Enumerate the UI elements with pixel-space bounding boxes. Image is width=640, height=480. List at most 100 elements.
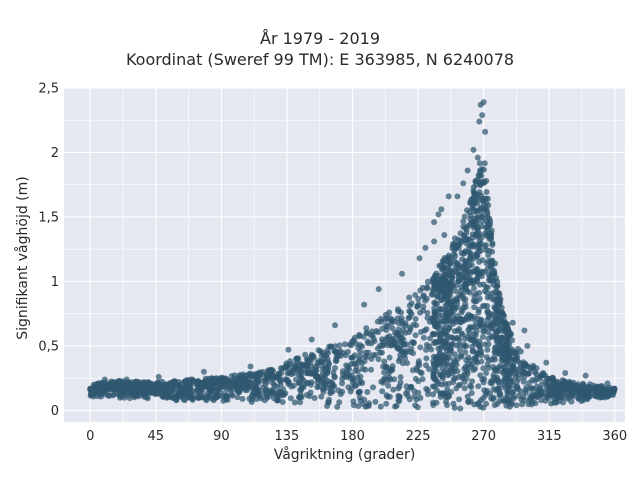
scatter-point xyxy=(484,265,491,272)
scatter-point xyxy=(457,347,463,354)
scatter-point xyxy=(293,356,300,362)
scatter-point xyxy=(467,357,474,364)
scatter-point xyxy=(98,388,105,394)
scatter-point xyxy=(333,357,340,364)
scatter-point xyxy=(420,293,427,300)
scatter-point xyxy=(255,391,262,398)
scatter-point xyxy=(538,391,544,398)
scatter-point xyxy=(489,290,495,297)
scatter-point xyxy=(167,391,174,398)
scatter-point xyxy=(483,189,490,195)
scatter-point xyxy=(264,371,270,378)
scatter-point xyxy=(509,337,516,344)
scatter-point xyxy=(470,268,477,275)
scatter-point xyxy=(119,381,126,388)
scatter-point xyxy=(464,393,471,400)
scatter-point xyxy=(485,252,492,259)
scatter-point xyxy=(196,379,202,386)
scatter-point xyxy=(145,379,152,386)
scatter-point xyxy=(406,302,413,309)
scatter-point xyxy=(430,399,437,406)
scatter-point xyxy=(118,386,124,393)
scatter-point xyxy=(456,292,463,299)
scatter-point xyxy=(450,368,457,375)
scatter-point xyxy=(533,365,540,372)
scatter-point xyxy=(469,378,476,385)
scatter-point xyxy=(470,336,477,343)
scatter-point xyxy=(236,377,243,384)
scatter-point xyxy=(419,284,426,291)
scatter-point xyxy=(200,368,207,375)
scatter-point xyxy=(300,384,307,390)
scatter-point xyxy=(314,384,321,391)
scatter-point xyxy=(476,290,483,296)
scatter-point xyxy=(336,342,343,349)
scatter-point xyxy=(423,362,429,369)
scatter-point xyxy=(262,376,269,383)
scatter-point xyxy=(470,205,477,212)
scatter-point xyxy=(275,391,282,398)
scatter-point xyxy=(155,373,162,380)
scatter-point xyxy=(352,360,359,367)
scatter-point xyxy=(298,374,304,380)
scatter-point xyxy=(437,286,444,292)
scatter-point xyxy=(363,329,370,336)
scatter-point xyxy=(491,296,498,303)
scatter-point xyxy=(234,386,241,393)
scatter-point xyxy=(448,274,455,281)
scatter-point xyxy=(402,355,409,362)
scatter-point xyxy=(239,395,246,402)
scatter-point xyxy=(128,384,135,391)
scatter-point xyxy=(225,385,232,392)
scatter-point xyxy=(482,128,489,135)
scatter-point xyxy=(445,380,452,387)
scatter-point xyxy=(356,380,363,387)
scatter-point xyxy=(318,393,325,400)
scatter-point xyxy=(473,231,480,238)
scatter-point xyxy=(424,284,431,290)
scatter-point xyxy=(311,395,318,401)
scatter-point xyxy=(142,391,149,398)
scatter-point xyxy=(348,342,355,349)
scatter-point xyxy=(417,329,424,335)
scatter-point xyxy=(172,394,179,400)
scatter-point xyxy=(412,332,419,339)
scatter-point xyxy=(236,372,243,379)
scatter-point xyxy=(389,336,396,343)
scatter-point xyxy=(502,338,509,345)
scatter-point xyxy=(103,387,110,393)
scatter-point xyxy=(440,338,447,345)
scatter-point xyxy=(470,146,477,153)
scatter-point xyxy=(152,391,159,398)
scatter-point xyxy=(434,292,441,299)
scatter-point xyxy=(253,396,260,402)
x-tick-label: 315 xyxy=(537,429,562,444)
scatter-point xyxy=(504,350,511,357)
scatter-point xyxy=(462,349,469,356)
scatter-point xyxy=(95,380,102,387)
scatter-point xyxy=(599,394,606,400)
scatter-point xyxy=(357,342,364,349)
scatter-point xyxy=(431,299,438,306)
scatter-point xyxy=(491,270,497,277)
scatter-point xyxy=(494,348,501,355)
scatter-point xyxy=(423,326,430,333)
scatter-point xyxy=(467,255,474,262)
scatter-point xyxy=(361,396,368,403)
scatter-point xyxy=(483,400,490,407)
scatter-point xyxy=(471,285,477,292)
scatter-point xyxy=(468,384,475,390)
scatter-point xyxy=(499,350,506,357)
scatter-point xyxy=(90,381,97,388)
scatter-point xyxy=(476,343,483,350)
scatter-point xyxy=(380,379,387,386)
scatter-point xyxy=(510,382,516,389)
scatter-point xyxy=(431,219,438,226)
scatter-point xyxy=(198,387,205,394)
scatter-point xyxy=(582,394,589,400)
scatter-point xyxy=(362,366,369,373)
scatter-point xyxy=(484,361,491,368)
scatter-point xyxy=(429,279,436,286)
scatter-point xyxy=(507,364,513,371)
